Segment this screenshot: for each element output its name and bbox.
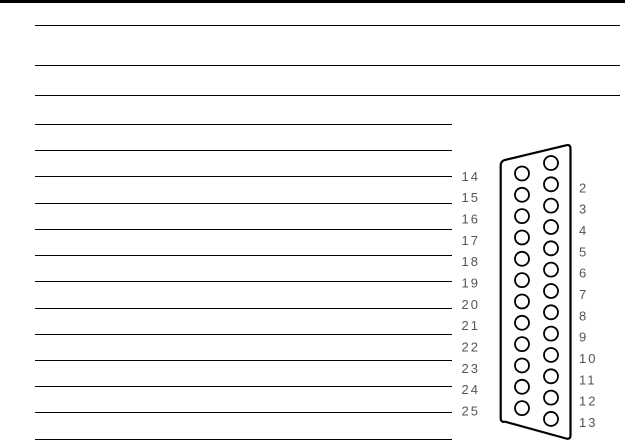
svg-text:14: 14 bbox=[462, 169, 480, 184]
svg-text:8: 8 bbox=[579, 308, 588, 323]
svg-text:20: 20 bbox=[462, 297, 480, 312]
svg-text:18: 18 bbox=[462, 254, 480, 269]
svg-text:4: 4 bbox=[579, 223, 588, 238]
svg-text:25: 25 bbox=[462, 403, 480, 418]
svg-text:21: 21 bbox=[462, 318, 480, 333]
svg-text:17: 17 bbox=[462, 233, 480, 248]
svg-text:3: 3 bbox=[579, 202, 588, 217]
svg-text:19: 19 bbox=[462, 275, 480, 290]
svg-text:12: 12 bbox=[579, 394, 597, 409]
svg-text:9: 9 bbox=[579, 330, 588, 345]
svg-text:2: 2 bbox=[579, 180, 588, 195]
svg-text:11: 11 bbox=[579, 372, 597, 387]
svg-text:15: 15 bbox=[462, 190, 480, 205]
svg-text:13: 13 bbox=[579, 415, 597, 430]
svg-text:6: 6 bbox=[579, 266, 588, 281]
svg-text:16: 16 bbox=[462, 211, 480, 226]
svg-text:5: 5 bbox=[579, 244, 588, 259]
svg-text:22: 22 bbox=[462, 339, 480, 354]
svg-text:7: 7 bbox=[579, 287, 588, 302]
svg-text:23: 23 bbox=[462, 361, 480, 376]
svg-text:10: 10 bbox=[579, 351, 597, 366]
svg-text:24: 24 bbox=[462, 382, 480, 397]
